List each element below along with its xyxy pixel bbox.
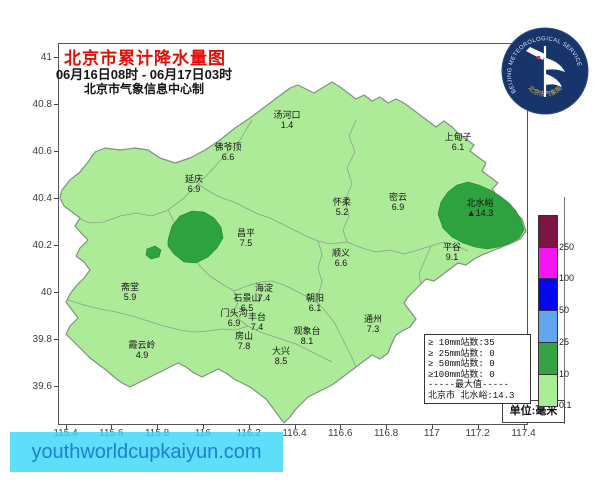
wind-vane-icon xyxy=(526,46,565,97)
station-label: 斋堂 5.9 xyxy=(120,282,140,302)
map-title: 北京市累计降水量图 xyxy=(64,49,226,68)
colorbar-segment xyxy=(538,373,558,408)
station-label: 密云 6.9 xyxy=(388,192,408,212)
station-label: 丰台 7.4 xyxy=(247,312,267,332)
colorbar-label: 100 xyxy=(559,273,575,284)
station-label: 佛爷顶 6.6 xyxy=(214,142,242,162)
station-label: 平谷 9.1 xyxy=(442,242,462,262)
x-tick-mark xyxy=(431,425,433,429)
x-tick-mark xyxy=(386,425,388,429)
stats-row: 北京市 北水峪:14.3 xyxy=(428,390,515,401)
station-label: 霞云岭 4.9 xyxy=(128,340,156,360)
station-label: 房山 7.8 xyxy=(234,331,254,351)
x-tick-mark xyxy=(65,425,67,429)
y-tick-mark xyxy=(54,386,58,387)
producer-label: 北京市气象信息中心制 xyxy=(83,82,204,96)
x-tick-mark xyxy=(477,425,479,429)
x-tick-label: 117.2 xyxy=(465,428,490,439)
bms-logo: BEIJING METEOROLOGICAL SERVICE 北京市气象局 xyxy=(501,27,589,115)
stats-row: ≥100mm站数: 0 xyxy=(428,369,495,380)
y-tick-label: 39.8 xyxy=(32,334,52,345)
colorbar-segment xyxy=(538,341,558,376)
colorbar-segment xyxy=(538,246,558,281)
x-tick-label: 116.4 xyxy=(282,428,307,439)
station-label: 朝阳 6.1 xyxy=(305,293,325,313)
x-tick-label: 116.8 xyxy=(373,428,399,439)
unit-label: 单位:毫米 xyxy=(502,400,565,423)
y-tick-mark xyxy=(54,292,58,293)
station-label: 昌平 7.5 xyxy=(236,228,256,248)
stats-row: ≥ 10mm站数:35 xyxy=(428,338,495,348)
colorbar-label: 0.1 xyxy=(559,400,572,411)
y-tick-mark xyxy=(54,339,58,340)
y-tick-mark xyxy=(54,151,58,152)
time-range: 06月16日08时 - 06月17日03时 xyxy=(55,67,233,82)
x-tick-label: 117.4 xyxy=(511,428,536,439)
y-tick-label: 40 xyxy=(40,287,52,298)
station-label: 观象台 8.1 xyxy=(293,326,321,346)
y-tick-mark xyxy=(54,57,58,58)
y-tick-mark xyxy=(54,104,58,105)
colorbar-segment xyxy=(538,278,558,313)
y-tick-label: 40.4 xyxy=(32,193,52,204)
stats-row: ≥ 25mm站数: 0 xyxy=(428,348,495,359)
colorbar-segment xyxy=(538,215,558,249)
x-tick-mark xyxy=(111,425,113,429)
colorbar-label: 250 xyxy=(559,241,575,252)
station-label: 汤河口 1.4 xyxy=(273,110,301,130)
x-tick-mark xyxy=(523,425,525,429)
y-tick-mark xyxy=(54,198,58,199)
station-label: 大兴 8.5 xyxy=(271,346,291,366)
colorbar-segment xyxy=(538,310,558,344)
x-tick-label: 116.6 xyxy=(328,428,353,439)
y-tick-label: 41 xyxy=(40,52,52,63)
station-label: 石景山 6.5 xyxy=(233,293,261,313)
x-tick-label: 117 xyxy=(423,428,440,439)
station-label: 门头沟 6.9 xyxy=(220,308,248,328)
colorbar-label: 10 xyxy=(559,368,570,379)
x-tick-mark xyxy=(248,425,250,429)
station-label: 北水峪 ▲14.3 xyxy=(466,198,494,218)
y-tick-label: 40.2 xyxy=(32,240,52,251)
stats-row: -----最大值----- xyxy=(428,380,510,390)
legend-divider-line xyxy=(564,197,565,424)
y-tick-mark xyxy=(54,245,58,246)
x-tick-mark xyxy=(202,425,204,429)
x-tick-mark xyxy=(294,425,296,429)
x-tick-mark xyxy=(157,425,159,429)
x-tick-mark xyxy=(340,425,342,429)
station-label: 顺义 6.6 xyxy=(331,248,351,268)
plot-frame xyxy=(58,43,528,425)
station-label: 上甸子 6.1 xyxy=(444,132,472,152)
station-label: 怀柔 5.2 xyxy=(332,197,352,217)
y-tick-label: 40.6 xyxy=(32,146,52,157)
colorbar-label: 25 xyxy=(559,336,570,347)
y-tick-label: 40.8 xyxy=(32,99,52,110)
stats-box: ≥ 10mm站数:35 ≥ 25mm站数: 0 ≥ 50mm站数: 0 ≥100mm站… xyxy=(424,334,531,404)
station-label: 延庆 6.9 xyxy=(184,174,204,194)
y-tick-label: 39.6 xyxy=(32,381,52,392)
beijing-outline xyxy=(59,81,527,424)
station-label: 海淀 7.4 xyxy=(254,283,274,303)
stats-row: ≥ 50mm站数: 0 xyxy=(428,359,495,369)
watermark: youthworldcupkaiyun.com xyxy=(10,432,283,472)
station-label: 通州 7.3 xyxy=(363,314,383,334)
rain-over-10mm-area xyxy=(145,181,525,264)
colorbar-label: 50 xyxy=(559,305,570,316)
